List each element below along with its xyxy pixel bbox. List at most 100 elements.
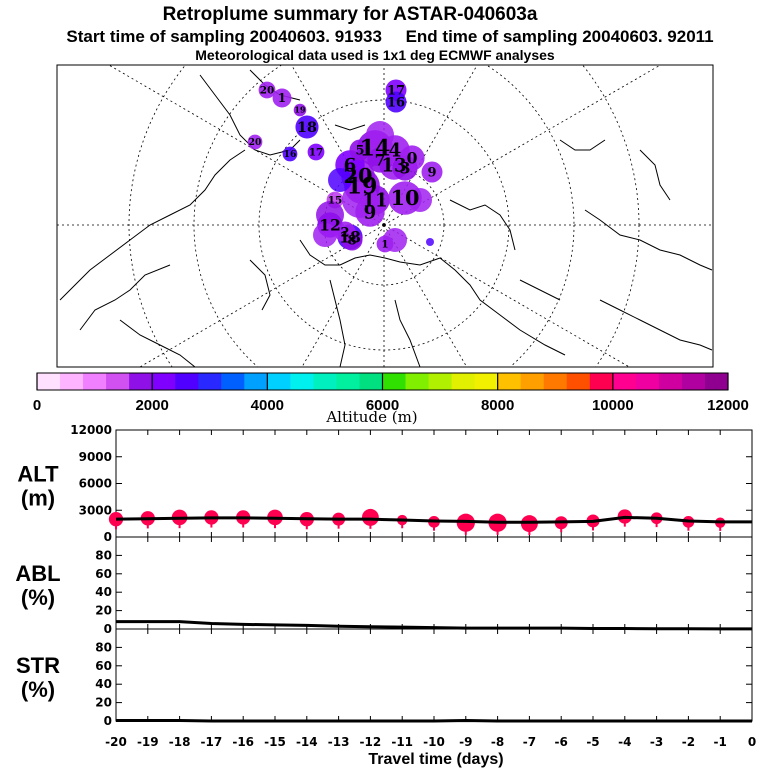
- plume-day-label: 7: [375, 150, 386, 169]
- colorbar-cell: [612, 373, 637, 390]
- plume-day-label: 17: [309, 147, 323, 159]
- y-tick-label: 0: [104, 622, 112, 636]
- colorbar-cell: [175, 373, 199, 390]
- x-tick-label: -16: [232, 735, 254, 749]
- y-tick-label: 20: [95, 696, 112, 710]
- plume-blob: [408, 188, 432, 212]
- colorbar-cell: [221, 373, 245, 390]
- y-tick-label: 40: [95, 585, 112, 599]
- plume-blob: [272, 88, 292, 108]
- colorbar-cell: [520, 373, 545, 390]
- x-tick-label: -11: [391, 735, 413, 749]
- y-tick-label: 3000: [79, 503, 112, 517]
- colorbar-cell: [474, 373, 499, 390]
- plume-day-label: 16: [387, 96, 405, 111]
- x-tick-label: -20: [105, 735, 127, 749]
- colorbar-cell: [405, 373, 430, 390]
- plume-day-label: 16: [284, 149, 297, 160]
- x-tick-label: -17: [201, 735, 223, 749]
- panel-alt: ALT(m) 12000 9000 6000 3000 0: [17, 423, 753, 544]
- x-tick-label: -9: [459, 735, 472, 749]
- panel-unit: (m): [21, 486, 55, 511]
- map-grid: [57, 65, 713, 367]
- plume-day-label: 20: [249, 137, 262, 148]
- map-frame: [56, 64, 714, 368]
- x-tick-label: -13: [328, 735, 350, 749]
- plume-blob: [383, 228, 407, 252]
- panel-label: ALT: [17, 462, 59, 487]
- plume-day-label: 18: [297, 120, 317, 136]
- colorbar-tick-label: 4000: [251, 397, 284, 414]
- colorbar-cell: [566, 373, 591, 390]
- colorbar-cell: [336, 373, 360, 390]
- colorbar-cell: [428, 373, 453, 390]
- colorbar-cell: [198, 373, 222, 390]
- panel-unit: (%): [21, 585, 55, 610]
- plume-day-label: 4: [389, 140, 402, 161]
- plume-blob: [399, 145, 425, 171]
- y-tick-label: 0: [104, 714, 112, 728]
- y-tick-label: 40: [95, 677, 112, 691]
- colorbar-cell: [681, 373, 706, 390]
- colorbar-cell: [83, 373, 107, 390]
- colorbar-cell: [382, 373, 407, 390]
- y-tick-label: 80: [95, 548, 112, 562]
- plume-day-label: 9: [364, 202, 377, 223]
- colorbar-tick-label: 6000: [366, 397, 399, 414]
- x-tick-label: -18: [169, 735, 191, 749]
- plume-day-label: 0: [407, 148, 418, 167]
- colorbar-tick-label: 10000: [592, 397, 634, 414]
- plume-blob: [421, 161, 443, 183]
- plume-blob: [247, 134, 263, 150]
- plume-day-label: 3: [400, 158, 411, 177]
- plume-day-label: 1: [278, 91, 286, 105]
- colorbar-cell: [129, 373, 153, 390]
- plume-day-label: 12: [319, 215, 341, 234]
- y-tick-label: 80: [95, 640, 112, 654]
- colorbar-cell: [359, 373, 383, 390]
- plume-day-label: 17: [387, 84, 405, 99]
- plume-day-label: 11: [362, 190, 387, 211]
- panel-unit: (%): [21, 677, 55, 702]
- plume-blob: [313, 223, 337, 247]
- plume-day-label: 14: [360, 136, 391, 162]
- colorbar-tick-label: 12000: [707, 397, 749, 414]
- x-tick-label: -10: [423, 735, 445, 749]
- x-tick-label: -14: [296, 735, 318, 749]
- plume-blob: [258, 81, 276, 99]
- coastline-europe: [584, 209, 713, 271]
- colorbar-cell: [106, 373, 130, 390]
- colorbar-label: Altitude (m): [325, 408, 417, 426]
- colorbar-cell: [543, 373, 568, 390]
- x-tick-label: -6: [555, 735, 568, 749]
- y-tick-label: 12000: [70, 423, 112, 437]
- x-tick-label: -15: [264, 735, 286, 749]
- plume-blob: [366, 121, 394, 149]
- x-tick-label: -2: [682, 735, 695, 749]
- y-tick-label: 60: [95, 567, 112, 581]
- plume-blob: [282, 146, 298, 162]
- panel-abl: ABL(%) 80 60 40 20 0: [15, 536, 753, 636]
- x-tick-label: -1: [714, 735, 727, 749]
- colorbar-cell: [589, 373, 614, 390]
- plume-day-label: 5: [355, 144, 364, 159]
- panel-label: STR: [16, 653, 60, 678]
- plume-day-label: 19: [347, 174, 378, 200]
- panel-label: ABL: [15, 561, 60, 586]
- altitude-colorbar: 0 2000 4000 6000 8000 10000 12000 Altitude (m): [33, 372, 749, 426]
- plume-blob: [426, 238, 434, 246]
- colorbar-cell: [635, 373, 660, 390]
- plume-day-label: 19: [294, 105, 306, 115]
- timeseries-panels: ALT(m)120009000600030000ABL(%)806040200S…: [15, 423, 756, 768]
- y-tick-label: 0: [104, 530, 112, 544]
- figure-title: Retroplume summary for ASTAR-040603a: [163, 4, 538, 25]
- plume-day-label: 18: [339, 227, 361, 246]
- x-tick-label: -7: [523, 735, 536, 749]
- x-tick-label: -3: [650, 735, 663, 749]
- coastline-siberia: [299, 239, 441, 266]
- y-tick-label: 60: [95, 659, 112, 673]
- colorbar-cell: [704, 373, 729, 390]
- colorbar-cell: [497, 373, 522, 390]
